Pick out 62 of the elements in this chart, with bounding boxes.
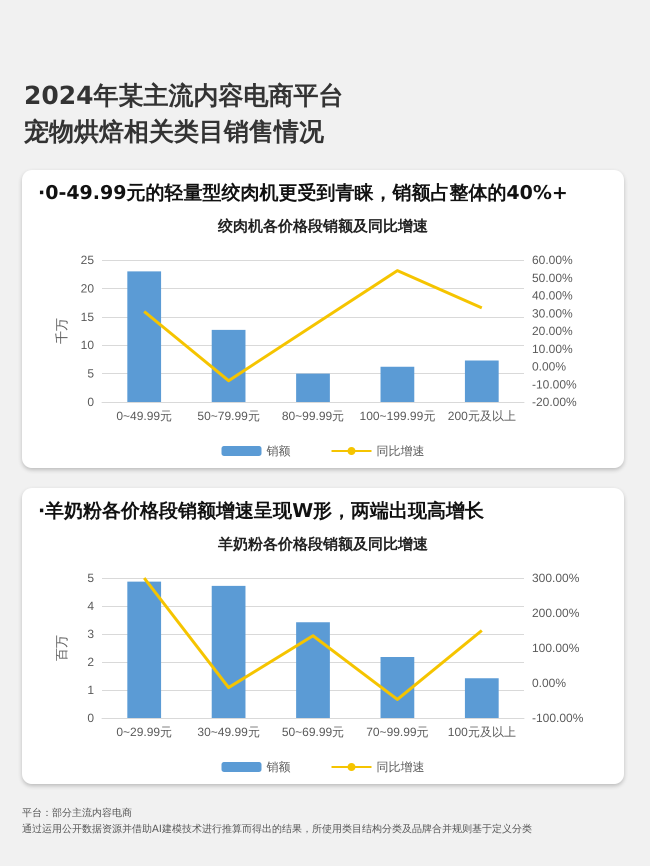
legend-label: 同比增速 bbox=[376, 444, 424, 458]
x-tick-label: 80~99.99元 bbox=[282, 409, 344, 423]
y-tick-label: 25 bbox=[80, 253, 94, 267]
y-tick-label: 0 bbox=[87, 711, 94, 725]
y2-tick-label: 200.00% bbox=[532, 606, 580, 620]
y-tick-label: 5 bbox=[87, 366, 94, 381]
x-tick-label: 200元及以上 bbox=[448, 409, 516, 423]
x-tick-label: 0~29.99元 bbox=[116, 725, 172, 739]
y2-tick-label: 100.00% bbox=[532, 641, 580, 655]
bar bbox=[127, 271, 162, 402]
chart-title: 羊奶粉各价格段销额及同比增速 bbox=[217, 535, 429, 553]
text: 2024年某主流内容电商平台 bbox=[24, 80, 344, 112]
bar bbox=[380, 366, 414, 402]
y2-tick-label: -10.00% bbox=[532, 377, 578, 392]
y2-tick-label: 40.00% bbox=[532, 288, 574, 302]
line-series bbox=[142, 576, 484, 701]
y2-tick-label: -20.00% bbox=[532, 395, 578, 409]
text: 平台：部分主流内容电商 bbox=[22, 806, 133, 821]
y2-tick-label: 10.00% bbox=[532, 342, 574, 356]
y2-tick-label: 0.00% bbox=[532, 676, 566, 690]
y2-tick-label: 60.00% bbox=[532, 253, 574, 267]
x-tick-label: 50~69.99元 bbox=[282, 725, 344, 739]
y-tick-label: 3 bbox=[87, 627, 94, 641]
y-tick-label: 2 bbox=[87, 655, 94, 669]
bar bbox=[464, 360, 499, 402]
legend-label: 同比增速 bbox=[376, 760, 424, 774]
legend-label: 销额 bbox=[266, 760, 290, 774]
text: 宠物烘焙相关类目销售情况 bbox=[24, 116, 325, 148]
x-tick-label: 0~49.99元 bbox=[116, 409, 172, 423]
y2-tick-label: 30.00% bbox=[532, 306, 574, 320]
line-series bbox=[142, 269, 484, 382]
chart-subtitle: ·羊奶粉各价格段销额增速呈现W形，两端出现高增长 bbox=[37, 499, 486, 524]
x-tick-label: 30~49.99元 bbox=[197, 725, 260, 739]
bar bbox=[212, 330, 246, 402]
y2-tick-label: 20.00% bbox=[532, 324, 574, 338]
y2-tick-label: 0.00% bbox=[532, 360, 566, 374]
x-tick-label: 70~99.99元 bbox=[366, 725, 429, 739]
bar bbox=[212, 586, 246, 718]
y2-tick-label: -100.00% bbox=[532, 711, 584, 725]
y2-tick-label: 50.00% bbox=[532, 270, 574, 285]
bar bbox=[464, 678, 499, 718]
y-tick-label: 20 bbox=[80, 281, 94, 296]
y-axis-title: 千万 bbox=[54, 318, 69, 344]
y2-tick-label: 300.00% bbox=[532, 571, 580, 585]
bar bbox=[127, 582, 162, 718]
bar bbox=[296, 374, 330, 402]
x-tick-label: 100~199.99元 bbox=[360, 409, 436, 423]
y-tick-label: 15 bbox=[80, 310, 94, 324]
legend-label: 销额 bbox=[266, 444, 290, 458]
y-tick-label: 5 bbox=[87, 571, 94, 585]
bar bbox=[380, 656, 414, 718]
chart-subtitle: ·0-49.99元的轻量型绞肉机更受到青睐，销额占整体的40%+ bbox=[37, 181, 569, 206]
bar bbox=[296, 622, 330, 718]
y-axis-title: 百万 bbox=[54, 635, 69, 661]
text: 通过运用公开数据资源并借助AI建模技术进行推算而得出的结果，所使用类目结构分类及品牌合并规则基于定义分类 bbox=[22, 822, 532, 837]
y-tick-label: 1 bbox=[87, 683, 94, 697]
x-tick-label: 100元及以上 bbox=[448, 725, 516, 739]
y-tick-label: 10 bbox=[80, 338, 94, 352]
y-tick-label: 4 bbox=[87, 599, 94, 613]
x-tick-label: 50~79.99元 bbox=[197, 409, 260, 423]
chart-title: 绞肉机各价格段销额及同比增速 bbox=[217, 217, 429, 235]
y-tick-label: 0 bbox=[87, 395, 94, 409]
